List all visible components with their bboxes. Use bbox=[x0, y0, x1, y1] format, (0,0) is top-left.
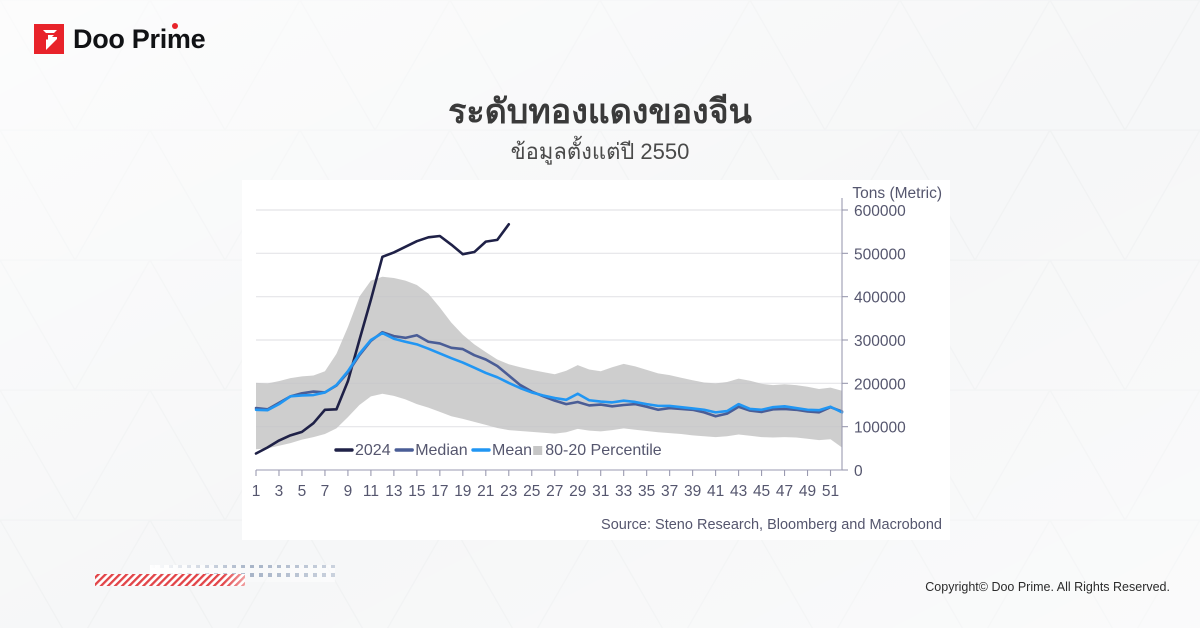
legend-label: 2024 bbox=[355, 442, 391, 459]
legend-item-80-20-percentile[interactable]: 80-20 Percentile bbox=[533, 442, 662, 459]
y-tick-label: 200000 bbox=[854, 376, 906, 393]
x-tick-label: 3 bbox=[275, 483, 284, 500]
legend-swatch bbox=[533, 446, 543, 455]
x-tick-label: 31 bbox=[592, 483, 609, 500]
x-tick-label: 51 bbox=[822, 483, 839, 500]
x-tick-label: 1 bbox=[252, 483, 261, 500]
chart-axes bbox=[255, 198, 848, 476]
brand-logo: Doo Prime bbox=[34, 22, 206, 54]
y-tick-label: 400000 bbox=[854, 290, 906, 307]
chart-percentile-band bbox=[256, 276, 842, 450]
legend-item-median[interactable]: Median bbox=[394, 442, 468, 459]
x-tick-label: 47 bbox=[776, 483, 793, 500]
x-tick-label: 15 bbox=[408, 483, 425, 500]
legend-item-mean[interactable]: Mean bbox=[471, 442, 532, 459]
x-tick-label: 49 bbox=[799, 483, 816, 500]
x-tick-label: 9 bbox=[344, 483, 353, 500]
y-tick-label: 100000 bbox=[854, 420, 906, 437]
brand-logo-label: Doo Prime bbox=[73, 23, 206, 54]
y-tick-label: 300000 bbox=[854, 333, 906, 350]
chart-y-axis-title: Tons (Metric) bbox=[852, 185, 942, 202]
legend-label: Mean bbox=[492, 442, 532, 459]
chart-y-tick-labels: 0 100000 200000 300000 400000 500000 600000 bbox=[854, 203, 906, 480]
brand-logo-text: Doo Prime bbox=[73, 22, 206, 54]
chart-legend: 2024 Median Mean 80-20 Percentile bbox=[334, 442, 662, 459]
copyright-text: Copyright© Doo Prime. All Rights Reserve… bbox=[925, 580, 1170, 594]
x-tick-label: 23 bbox=[500, 483, 517, 500]
x-tick-label: 45 bbox=[753, 483, 770, 500]
x-tick-label: 19 bbox=[454, 483, 471, 500]
series-line-2024 bbox=[254, 223, 511, 455]
x-tick-label: 41 bbox=[707, 483, 724, 500]
page-subtitle: ข้อมูลตั้งแต่ปี 2550 bbox=[510, 139, 690, 164]
x-tick-label: 13 bbox=[385, 483, 402, 500]
x-tick-label: 27 bbox=[546, 483, 563, 500]
x-tick-label: 29 bbox=[569, 483, 586, 500]
y-tick-label: 0 bbox=[854, 463, 863, 480]
x-tick-label: 17 bbox=[431, 483, 448, 500]
x-tick-label: 7 bbox=[321, 483, 330, 500]
chart-x-tick-labels: 1 3 5 7 9 11 13 15 17 19 21 23 25 27 29 31 33 35 37 39 41 43 4… bbox=[252, 483, 839, 500]
legend-item-2024[interactable]: 2024 bbox=[334, 442, 391, 459]
x-tick-label: 25 bbox=[523, 483, 540, 500]
x-tick-label: 35 bbox=[638, 483, 655, 500]
x-tick-label: 33 bbox=[615, 483, 632, 500]
percentile-band-area bbox=[256, 276, 842, 450]
legend-label: Median bbox=[415, 442, 467, 459]
x-tick-label: 21 bbox=[477, 483, 494, 500]
doo-prime-flag-mark-icon bbox=[34, 24, 64, 54]
x-tick-label: 39 bbox=[684, 483, 701, 500]
x-tick-label: 43 bbox=[730, 483, 747, 500]
page-title: ระดับทองแดงของจีน bbox=[448, 93, 752, 131]
legend-label: 80-20 Percentile bbox=[545, 442, 662, 459]
chart-series-lines bbox=[254, 223, 844, 455]
footer-decoration bbox=[95, 562, 335, 594]
x-tick-label: 5 bbox=[298, 483, 307, 500]
x-tick-label: 11 bbox=[363, 483, 379, 500]
y-tick-label: 600000 bbox=[854, 203, 906, 220]
series-line-mean bbox=[254, 331, 844, 414]
y-tick-label: 500000 bbox=[854, 246, 906, 263]
chart-source-note: Source: Steno Research, Bloomberg and Ma… bbox=[601, 517, 942, 533]
x-tick-label: 37 bbox=[661, 483, 678, 500]
logo-accent-dot-icon bbox=[172, 22, 179, 29]
